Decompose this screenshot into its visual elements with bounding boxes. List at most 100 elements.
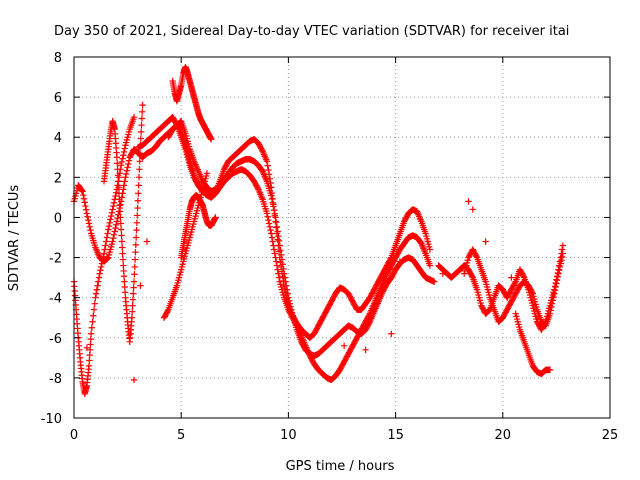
data-point xyxy=(110,234,117,242)
data-point xyxy=(266,223,274,231)
data-point xyxy=(131,256,139,263)
data-point xyxy=(135,190,142,197)
data-point xyxy=(267,226,274,234)
data-point xyxy=(93,286,101,293)
data-point xyxy=(203,170,211,177)
y-tick-label: -2 xyxy=(49,252,62,267)
data-point xyxy=(116,202,123,209)
data-point xyxy=(268,192,275,199)
data-point xyxy=(273,218,280,226)
data-points xyxy=(70,63,567,398)
data-point xyxy=(553,280,560,287)
x-tick-label: 5 xyxy=(177,428,185,443)
data-point xyxy=(119,256,127,263)
data-point xyxy=(114,172,122,179)
data-point xyxy=(121,289,129,296)
data-point xyxy=(131,271,138,278)
data-point xyxy=(119,155,126,162)
data-point xyxy=(365,319,373,327)
data-point xyxy=(121,145,128,152)
data-point xyxy=(120,186,127,193)
data-point xyxy=(547,307,554,314)
data-point xyxy=(82,202,89,210)
y-tick-label: -10 xyxy=(41,412,62,427)
data-point xyxy=(87,335,94,343)
data-point xyxy=(129,308,136,315)
data-point xyxy=(554,273,562,281)
data-point xyxy=(212,214,219,221)
data-point xyxy=(275,232,282,240)
data-point xyxy=(102,242,109,249)
data-point xyxy=(114,214,121,222)
data-point xyxy=(119,244,126,251)
data-point xyxy=(288,306,295,313)
data-point xyxy=(275,270,282,277)
x-tick-label: 0 xyxy=(70,428,78,443)
data-point xyxy=(95,274,103,281)
x-tick-label: 20 xyxy=(495,428,512,443)
data-point xyxy=(132,234,140,241)
data-point xyxy=(99,257,106,264)
data-point xyxy=(278,256,286,263)
data-point xyxy=(118,232,125,239)
chart-title: Day 350 of 2021, Sidereal Day-to-day VTE… xyxy=(54,24,569,39)
data-point xyxy=(281,274,289,281)
data-point xyxy=(263,210,271,217)
data-point xyxy=(129,296,137,303)
data-point xyxy=(80,195,88,202)
data-point xyxy=(105,222,113,230)
data-point xyxy=(275,237,283,245)
data-point xyxy=(520,273,527,280)
data-point xyxy=(113,218,121,225)
data-point xyxy=(273,224,280,231)
data-point xyxy=(138,121,145,129)
data-point xyxy=(133,219,141,226)
data-point xyxy=(137,282,144,289)
data-point xyxy=(121,283,128,291)
data-point xyxy=(108,209,116,216)
data-point xyxy=(130,290,137,297)
data-point xyxy=(110,199,118,206)
data-point xyxy=(473,253,480,260)
data-point xyxy=(121,178,128,185)
data-point xyxy=(85,362,93,370)
data-point xyxy=(137,142,144,149)
data-point xyxy=(340,342,348,349)
data-point xyxy=(82,206,90,213)
data-point xyxy=(118,158,126,166)
data-point xyxy=(97,263,105,271)
plot-frame xyxy=(73,56,611,419)
data-point xyxy=(388,330,395,337)
data-point xyxy=(286,300,294,307)
data-point xyxy=(86,223,93,231)
data-point xyxy=(128,314,136,321)
data-point xyxy=(270,242,277,249)
data-point xyxy=(283,286,291,293)
data-point xyxy=(103,234,111,241)
data-point xyxy=(116,196,123,203)
data-point xyxy=(130,113,138,121)
data-point xyxy=(112,189,120,196)
data-point xyxy=(113,154,121,161)
data-point xyxy=(528,289,536,296)
data-point xyxy=(430,278,438,285)
data-point xyxy=(270,203,277,210)
data-point xyxy=(265,220,273,227)
data-point xyxy=(114,166,121,173)
data-point xyxy=(541,321,549,329)
data-point xyxy=(285,294,292,301)
data-point xyxy=(177,118,184,126)
data-point xyxy=(426,246,434,253)
data-point xyxy=(122,170,130,178)
data-point xyxy=(362,346,369,354)
data-point xyxy=(426,262,434,269)
data-point xyxy=(551,290,558,297)
data-point xyxy=(139,108,146,116)
data-point xyxy=(508,274,515,281)
data-point xyxy=(92,290,100,297)
data-point xyxy=(132,241,140,249)
data-point xyxy=(111,228,118,235)
data-point xyxy=(272,214,279,221)
data-point xyxy=(137,135,145,142)
data-point xyxy=(557,260,564,267)
